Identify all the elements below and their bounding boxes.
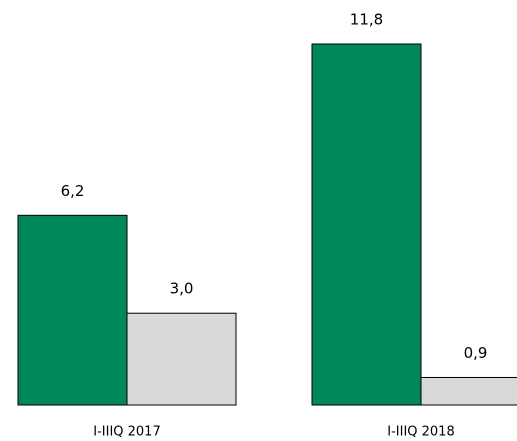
data-label: 6,2 [61, 182, 85, 200]
bar [420, 376, 517, 406]
data-label: 0,9 [464, 344, 488, 362]
bar [126, 312, 237, 406]
bar [17, 214, 128, 406]
category-label: I-IIIQ 2017 [93, 425, 160, 440]
bar [311, 43, 422, 406]
category-label: I-IIIQ 2018 [387, 425, 454, 440]
data-label: 3,0 [170, 280, 194, 298]
data-label: 11,8 [350, 11, 383, 29]
